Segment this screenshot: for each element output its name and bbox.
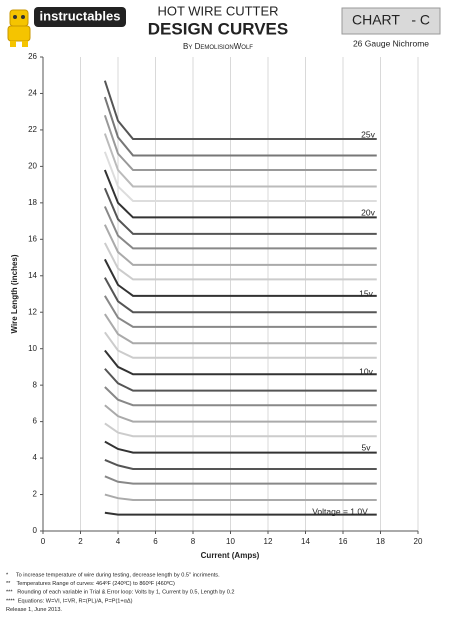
logo-text: instructables bbox=[40, 8, 121, 23]
x-tick-label: 16 bbox=[339, 537, 348, 546]
curve bbox=[104, 404, 377, 423]
curve bbox=[103, 96, 377, 157]
logo-robot bbox=[7, 9, 31, 47]
y-tick-label: 4 bbox=[33, 453, 38, 462]
x-axis-label: Current (Amps) bbox=[201, 551, 260, 560]
curve bbox=[104, 386, 377, 407]
curve bbox=[104, 493, 377, 502]
y-tick-label: 16 bbox=[28, 234, 37, 243]
curve bbox=[104, 475, 377, 485]
annotation: 5v bbox=[362, 442, 372, 452]
curve bbox=[104, 440, 377, 454]
curve bbox=[103, 133, 377, 188]
curve bbox=[104, 295, 377, 328]
curve bbox=[104, 511, 377, 516]
y-tick-label: 18 bbox=[28, 198, 37, 207]
x-tick-label: 6 bbox=[153, 537, 158, 546]
x-tick-label: 12 bbox=[264, 537, 273, 546]
curve bbox=[104, 422, 377, 438]
gauge: 26 Gauge Nichrome bbox=[353, 38, 429, 48]
x-tick-label: 0 bbox=[41, 537, 46, 546]
curve bbox=[104, 331, 377, 359]
x-tick-label: 20 bbox=[414, 537, 423, 546]
annotation: 10v bbox=[359, 366, 373, 376]
byline: By DemolisionWolf bbox=[183, 42, 253, 51]
curve bbox=[103, 258, 377, 297]
y-tick-label: 24 bbox=[28, 89, 37, 98]
y-tick-label: 12 bbox=[28, 307, 37, 316]
footnote: ** Temperatures Range of curves: 464ºF (… bbox=[6, 580, 175, 587]
y-tick-label: 26 bbox=[28, 52, 37, 61]
y-tick-label: 0 bbox=[33, 526, 38, 535]
curve bbox=[103, 169, 377, 219]
annotation: 20v bbox=[361, 207, 375, 217]
y-tick-label: 14 bbox=[28, 271, 37, 280]
curve bbox=[103, 242, 377, 281]
curve bbox=[104, 313, 377, 345]
x-tick-label: 2 bbox=[78, 537, 83, 546]
x-tick-label: 8 bbox=[191, 537, 196, 546]
footnote: * To increase temperature of wire during… bbox=[6, 572, 220, 578]
footnote: *** Rounding of each variable in Trial &… bbox=[6, 590, 235, 596]
logo-box bbox=[34, 7, 126, 27]
y-tick-label: 22 bbox=[28, 125, 37, 134]
x-tick-label: 18 bbox=[376, 537, 385, 546]
subtitle: DESIGN CURVES bbox=[148, 19, 288, 38]
title: HOT WIRE CUTTER bbox=[157, 3, 278, 18]
annotation: 25v bbox=[361, 129, 375, 139]
curve bbox=[103, 80, 377, 141]
curve bbox=[103, 115, 377, 172]
curve bbox=[104, 277, 377, 314]
curve bbox=[103, 187, 377, 235]
curve bbox=[103, 224, 377, 266]
y-tick-label: 20 bbox=[28, 161, 37, 170]
y-tick-label: 8 bbox=[33, 380, 38, 389]
curve bbox=[104, 458, 377, 471]
footnote: **** Equations: W=VI, I=VR, R=(PL)/A, P=… bbox=[6, 598, 133, 604]
y-tick-label: 2 bbox=[33, 490, 38, 499]
chart-id: CHART - C bbox=[352, 12, 430, 28]
chart-id-box bbox=[341, 7, 441, 35]
annotation: Voltage = 1.0V bbox=[312, 506, 368, 516]
footnotes: * To increase temperature of wire during… bbox=[6, 572, 235, 612]
y-axis-label: Wire Length (inches) bbox=[10, 254, 19, 333]
curve bbox=[103, 151, 377, 203]
y-tick-label: 10 bbox=[28, 344, 37, 353]
footnote: Release 1, June 2013. bbox=[6, 607, 62, 613]
annotation: 15v bbox=[359, 288, 373, 298]
curve bbox=[104, 368, 377, 392]
x-tick-label: 14 bbox=[301, 537, 310, 546]
y-tick-label: 6 bbox=[33, 417, 38, 426]
x-tick-label: 10 bbox=[226, 537, 235, 546]
x-tick-label: 4 bbox=[116, 537, 121, 546]
curve bbox=[104, 349, 377, 376]
curve bbox=[103, 206, 377, 250]
